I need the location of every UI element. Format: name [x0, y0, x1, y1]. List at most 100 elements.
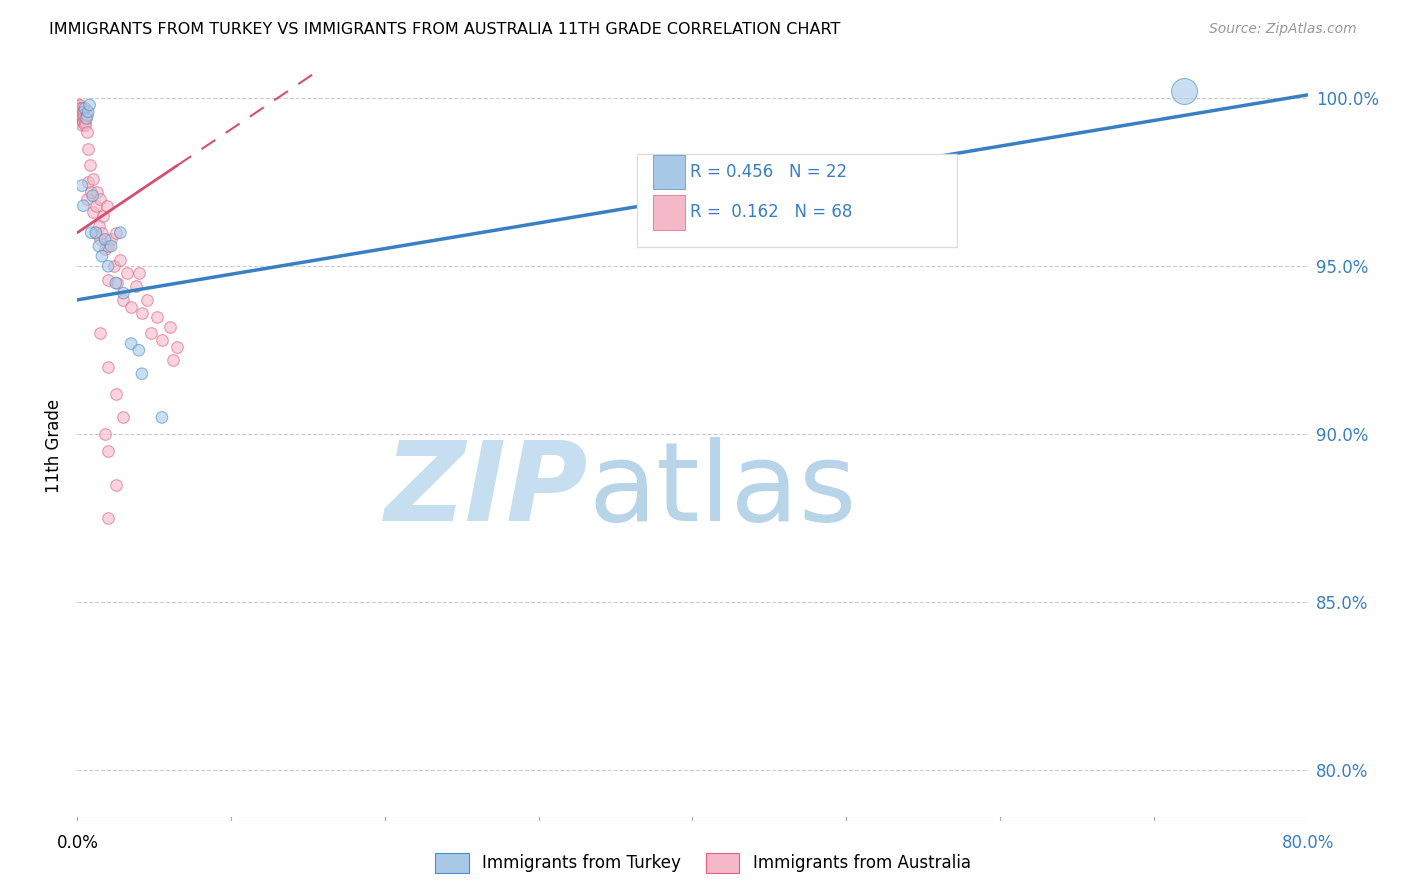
Point — [69, 104, 91, 119]
Point — [159, 319, 181, 334]
Point — [90, 226, 114, 240]
Point — [69, 98, 91, 112]
Point — [89, 192, 111, 206]
Point — [70, 108, 93, 122]
Point — [72, 115, 94, 129]
Point — [67, 101, 90, 115]
Point — [82, 188, 104, 202]
Point — [67, 98, 90, 112]
Point — [89, 232, 111, 246]
Point — [87, 219, 110, 233]
Point — [150, 333, 173, 347]
Point — [70, 118, 93, 132]
Point — [97, 359, 120, 374]
Point — [86, 186, 108, 200]
Text: IMMIGRANTS FROM TURKEY VS IMMIGRANTS FROM AUSTRALIA 11TH GRADE CORRELATION CHART: IMMIGRANTS FROM TURKEY VS IMMIGRANTS FRO… — [49, 22, 841, 37]
Point — [69, 101, 91, 115]
Point — [77, 142, 100, 156]
Point — [150, 410, 173, 425]
Point — [79, 158, 101, 172]
Point — [82, 205, 104, 219]
Point — [73, 115, 96, 129]
Point — [70, 115, 93, 129]
Point — [131, 367, 153, 381]
Point — [104, 226, 127, 240]
Point — [100, 239, 122, 253]
Point — [80, 186, 103, 200]
Point — [112, 286, 135, 301]
Point — [146, 310, 169, 324]
Point — [72, 104, 94, 119]
Point — [70, 178, 93, 193]
Point — [97, 259, 120, 273]
Point — [125, 279, 148, 293]
Point — [73, 101, 96, 115]
Point — [76, 108, 98, 122]
Point — [67, 104, 90, 119]
Text: 80.0%: 80.0% — [1281, 834, 1334, 852]
Point — [120, 300, 142, 314]
Point — [72, 108, 94, 122]
Point — [93, 209, 115, 223]
Point — [94, 232, 117, 246]
Point — [105, 276, 128, 290]
Point — [166, 340, 188, 354]
Point — [70, 104, 93, 119]
Point — [135, 293, 157, 307]
Point — [112, 410, 135, 425]
Point — [104, 477, 127, 491]
Point — [77, 104, 100, 119]
Y-axis label: 11th Grade: 11th Grade — [45, 399, 63, 493]
Point — [79, 98, 101, 112]
Point — [100, 232, 122, 246]
Point — [77, 175, 100, 189]
FancyBboxPatch shape — [637, 153, 957, 247]
Point — [141, 326, 163, 341]
Point — [70, 101, 93, 115]
Point — [103, 259, 125, 273]
Point — [76, 112, 98, 126]
Point — [89, 326, 111, 341]
Point — [97, 444, 120, 458]
Point — [72, 199, 94, 213]
Point — [69, 108, 91, 122]
Text: R = 0.456   N = 22: R = 0.456 N = 22 — [690, 163, 848, 181]
Point — [97, 511, 120, 525]
Point — [90, 249, 114, 263]
Point — [162, 353, 184, 368]
Point — [84, 226, 107, 240]
Point — [96, 199, 118, 213]
Point — [120, 336, 142, 351]
Legend: Immigrants from Turkey, Immigrants from Australia: Immigrants from Turkey, Immigrants from … — [429, 847, 977, 880]
Point — [76, 125, 98, 139]
Point — [115, 266, 138, 280]
Point — [87, 239, 110, 253]
Point — [97, 239, 120, 253]
Point — [94, 243, 117, 257]
Text: Source: ZipAtlas.com: Source: ZipAtlas.com — [1209, 22, 1357, 37]
Point — [72, 112, 94, 126]
Text: 0.0%: 0.0% — [56, 834, 98, 852]
Point — [112, 293, 135, 307]
Point — [110, 252, 132, 267]
Point — [84, 226, 107, 240]
FancyBboxPatch shape — [654, 154, 685, 189]
Text: R =  0.162   N = 68: R = 0.162 N = 68 — [690, 203, 852, 221]
Point — [69, 112, 91, 126]
Point — [70, 112, 93, 126]
Point — [110, 226, 132, 240]
Point — [128, 343, 150, 358]
Point — [131, 306, 153, 320]
Point — [97, 273, 120, 287]
Point — [73, 112, 96, 126]
Point — [104, 276, 127, 290]
Point — [104, 387, 127, 401]
FancyBboxPatch shape — [654, 195, 685, 229]
Text: atlas: atlas — [588, 437, 856, 544]
Point — [73, 118, 96, 132]
Point — [94, 427, 117, 442]
Text: ZIP: ZIP — [384, 437, 588, 544]
Point — [76, 192, 98, 206]
Point — [1174, 85, 1197, 99]
Point — [84, 199, 107, 213]
